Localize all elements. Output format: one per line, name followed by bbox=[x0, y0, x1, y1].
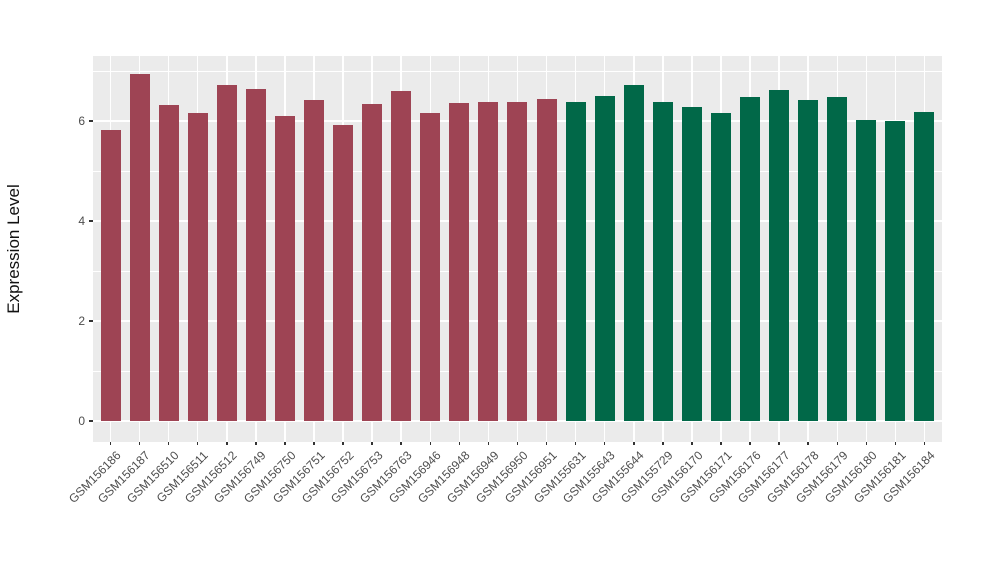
y-tick-label: 2 bbox=[78, 314, 85, 328]
bar-GSM155644 bbox=[623, 85, 644, 421]
bar-GSM156752 bbox=[333, 125, 354, 421]
bar-GSM156171 bbox=[710, 112, 731, 421]
y-tick-mark bbox=[89, 320, 93, 322]
bar-GSM156946 bbox=[420, 112, 441, 421]
bar-GSM156753 bbox=[362, 103, 383, 421]
bar-GSM156177 bbox=[769, 89, 790, 421]
x-tick-mark bbox=[749, 442, 751, 445]
x-tick-mark bbox=[313, 442, 315, 445]
bar-GSM156178 bbox=[798, 100, 819, 421]
y-tick-label: 0 bbox=[78, 414, 85, 428]
bar-GSM156511 bbox=[187, 112, 208, 421]
bar-GSM156176 bbox=[740, 97, 761, 421]
x-tick-mark bbox=[371, 442, 373, 445]
bar-GSM156951 bbox=[536, 99, 557, 421]
bar-GSM156512 bbox=[216, 84, 237, 421]
x-tick-mark bbox=[545, 442, 548, 445]
x-tick-mark bbox=[284, 442, 286, 445]
x-tick-mark bbox=[342, 442, 344, 445]
plot-panel bbox=[93, 56, 942, 442]
bar-GSM156181 bbox=[885, 120, 906, 421]
x-tick-mark bbox=[574, 442, 577, 445]
bar-GSM156184 bbox=[914, 112, 935, 421]
x-tick-mark bbox=[167, 442, 170, 445]
bar-GSM156187 bbox=[129, 74, 150, 421]
bar-GSM156180 bbox=[856, 119, 877, 421]
x-tick-mark bbox=[429, 442, 432, 445]
bar-GSM156749 bbox=[245, 88, 266, 421]
x-tick-mark bbox=[487, 442, 490, 445]
bar-GSM155729 bbox=[652, 101, 673, 421]
x-tick-mark bbox=[138, 442, 141, 445]
x-tick-mark bbox=[255, 442, 257, 445]
x-tick-mark bbox=[196, 442, 199, 445]
bar-GSM156170 bbox=[681, 106, 702, 421]
x-tick-mark bbox=[109, 442, 112, 445]
x-tick-mark bbox=[923, 442, 926, 445]
x-tick-mark bbox=[807, 442, 809, 445]
y-axis-title: Expression Level bbox=[4, 184, 23, 314]
bar-GSM156186 bbox=[100, 130, 121, 421]
x-tick-mark bbox=[400, 442, 402, 445]
bar-GSM156510 bbox=[158, 105, 179, 421]
x-tick-mark bbox=[778, 442, 780, 445]
bar-GSM156751 bbox=[303, 99, 324, 421]
y-tick-mark bbox=[89, 120, 93, 122]
x-tick-mark bbox=[633, 442, 635, 445]
bar-GSM156949 bbox=[478, 101, 499, 421]
bar-GSM156948 bbox=[449, 103, 470, 421]
y-tick-label: 6 bbox=[78, 114, 85, 128]
bar-GSM156750 bbox=[274, 116, 295, 421]
bar-GSM155631 bbox=[565, 102, 586, 421]
y-tick-mark bbox=[89, 220, 93, 222]
x-tick-mark bbox=[836, 442, 838, 445]
bar-GSM156950 bbox=[507, 102, 528, 421]
x-tick-mark bbox=[603, 442, 606, 445]
x-tick-mark bbox=[720, 442, 722, 445]
x-tick-mark bbox=[894, 442, 897, 445]
x-tick-mark bbox=[691, 442, 693, 445]
x-tick-mark bbox=[458, 442, 461, 445]
bar-GSM156763 bbox=[391, 91, 412, 421]
x-tick-mark bbox=[226, 442, 228, 445]
x-tick-mark bbox=[662, 442, 664, 445]
y-tick-mark bbox=[89, 420, 93, 422]
y-tick-label: 4 bbox=[78, 214, 85, 228]
bar-GSM155643 bbox=[594, 96, 615, 421]
x-tick-mark bbox=[865, 442, 868, 445]
x-tick-mark bbox=[516, 442, 519, 445]
bar-GSM156179 bbox=[827, 97, 848, 421]
